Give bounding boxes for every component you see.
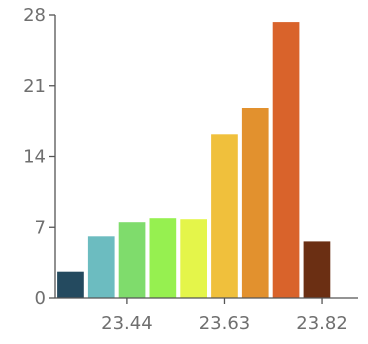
y-tick-label: 28 <box>23 5 46 26</box>
histogram-bar-3 <box>118 222 146 298</box>
histogram-bar-2 <box>87 236 115 298</box>
ticks-layer: 0 7 14 21 28 23.44 23.63 23.82 <box>23 5 348 334</box>
x-tick-label: 23.63 <box>199 313 251 334</box>
x-tick-label: 23.44 <box>101 313 153 334</box>
histogram-bar-7 <box>241 108 269 298</box>
histogram-bar-1 <box>57 271 84 298</box>
histogram-bar-6 <box>211 134 238 298</box>
y-tick-label: 21 <box>23 76 46 97</box>
histogram-bar-9 <box>303 241 331 298</box>
bars-layer <box>57 22 331 298</box>
y-tick-label: 14 <box>23 147 46 168</box>
y-tick-label: 7 <box>35 217 46 238</box>
y-tick-label: 0 <box>35 288 46 309</box>
x-tick-label: 23.82 <box>296 313 348 334</box>
histogram-bar-4 <box>149 218 177 298</box>
histogram-bar-5 <box>180 219 207 298</box>
histogram-bar-8 <box>272 22 300 298</box>
